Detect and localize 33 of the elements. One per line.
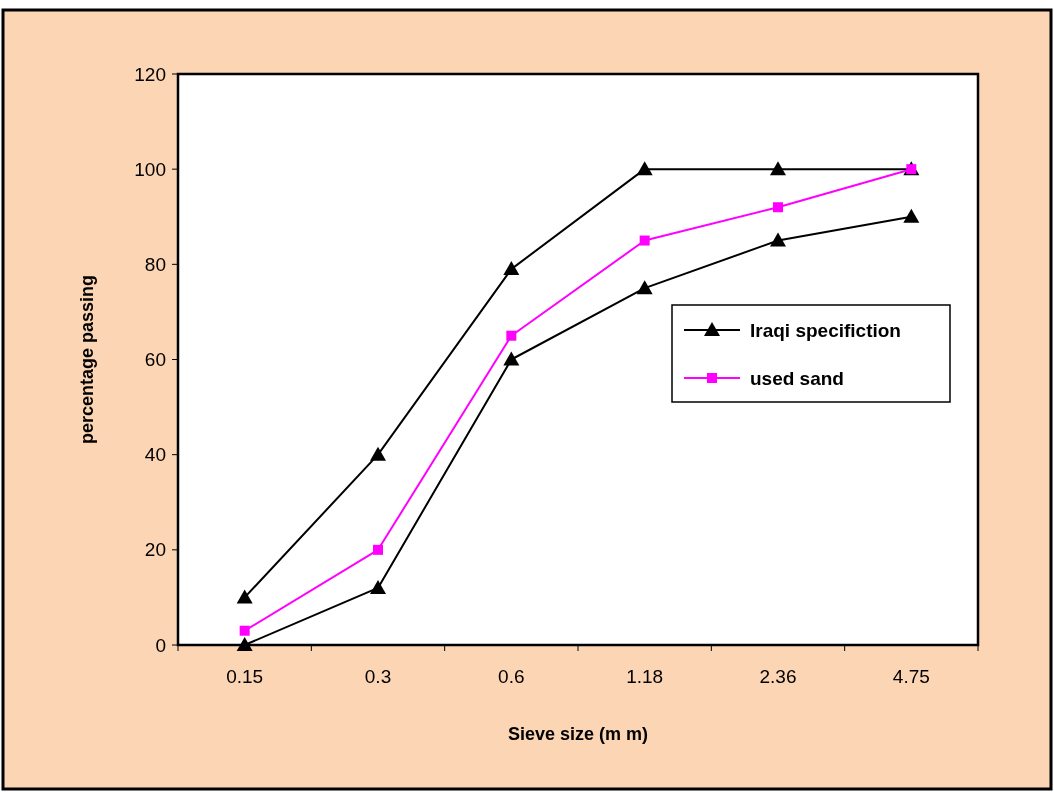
point <box>239 625 250 636</box>
point <box>503 261 520 276</box>
point <box>770 161 786 176</box>
point <box>636 280 653 295</box>
point <box>236 589 253 604</box>
point <box>370 579 386 594</box>
y-tick-label: 100 <box>134 158 166 180</box>
point <box>503 351 520 366</box>
point <box>770 232 786 247</box>
y-tick-label: 80 <box>144 253 166 275</box>
y-tick-label: 40 <box>144 444 166 466</box>
legend-label: used sand <box>750 367 844 389</box>
x-tick-label: 2.36 <box>759 666 797 687</box>
point <box>506 330 517 341</box>
y-tick-label: 60 <box>144 349 166 371</box>
point <box>373 544 383 555</box>
x-tick-label: 4.75 <box>892 666 930 687</box>
point <box>773 202 783 213</box>
y-tick-label: 20 <box>144 539 166 561</box>
point <box>236 637 253 651</box>
x-tick-label: 0.6 <box>498 666 525 687</box>
point <box>636 161 653 176</box>
x-axis-title: Sieve size (m m) <box>507 724 649 744</box>
x-tick-label: 0.15 <box>226 666 264 687</box>
point <box>639 235 650 246</box>
point <box>370 446 386 461</box>
y-tick-label: 120 <box>134 63 166 85</box>
x-tick-label: 1.18 <box>626 666 664 687</box>
y-tick-label: 0 <box>155 634 166 656</box>
point <box>903 208 920 223</box>
y-axis-title: percentage passing <box>77 274 97 445</box>
x-tick-label: 0.3 <box>364 666 392 687</box>
legend-label: Iraqi specifiction <box>750 319 901 341</box>
